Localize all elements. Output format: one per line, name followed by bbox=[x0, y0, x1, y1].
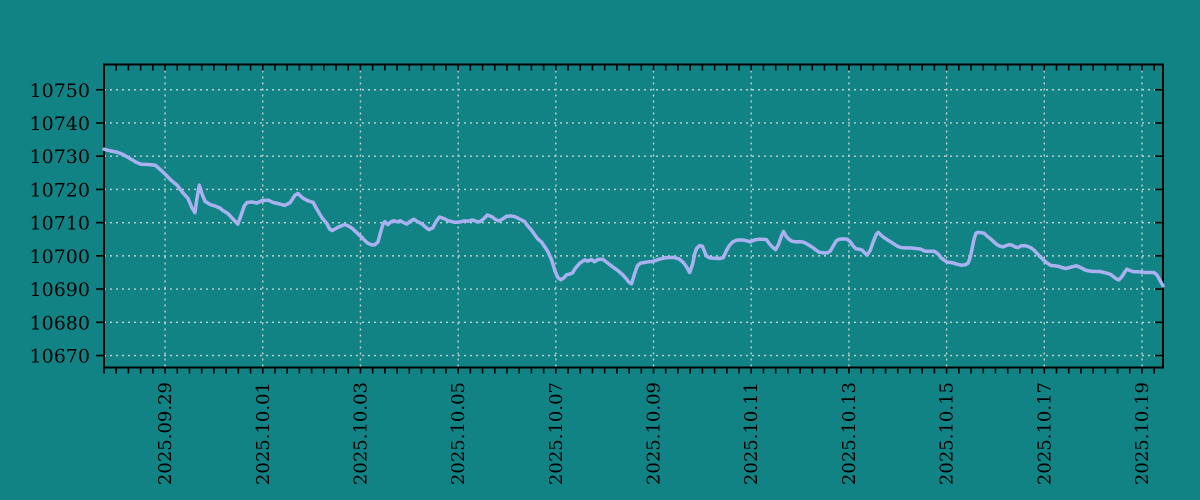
y-tick-label: 10740 bbox=[30, 113, 90, 135]
y-tick-label: 10690 bbox=[30, 279, 90, 301]
y-tick-label: 10700 bbox=[30, 246, 90, 268]
data-line bbox=[102, 147, 1165, 288]
y-tick-label: 10670 bbox=[30, 346, 90, 368]
y-tick-label: 10750 bbox=[30, 80, 90, 102]
x-tick-label: 2025.10.11 bbox=[741, 382, 762, 485]
y-tick-label: 10720 bbox=[30, 179, 90, 201]
y-tick-label: 10730 bbox=[30, 146, 90, 168]
x-tick-label: 2025.09.29 bbox=[155, 382, 176, 485]
x-tick-label: 2025.10.19 bbox=[1132, 382, 1153, 485]
x-tick-label: 2025.10.01 bbox=[253, 382, 274, 485]
y-axis-labels: 10670 10680 10690 10700 10710 10720 10730 10740… bbox=[30, 80, 90, 368]
x-tick-label: 2025.10.03 bbox=[350, 382, 371, 485]
y-tick-label: 10710 bbox=[30, 213, 90, 235]
x-tick-label: 2025.10.07 bbox=[546, 382, 567, 485]
x-tick-label: 2025.10.13 bbox=[839, 382, 860, 485]
plot-border bbox=[103, 63, 1164, 369]
y-tick-label: 10680 bbox=[30, 312, 90, 334]
x-tick-label: 2025.10.17 bbox=[1034, 382, 1055, 485]
x-tick-label: 2025.10.05 bbox=[448, 382, 469, 485]
gridlines bbox=[104, 64, 1163, 368]
x-tick-label: 2025.10.09 bbox=[644, 382, 665, 485]
x-tick-label: 2025.10.15 bbox=[937, 382, 958, 485]
x-axis-labels: 2025.09.29 2025.10.01 2025.10.03 2025.10.05… bbox=[155, 382, 1153, 485]
